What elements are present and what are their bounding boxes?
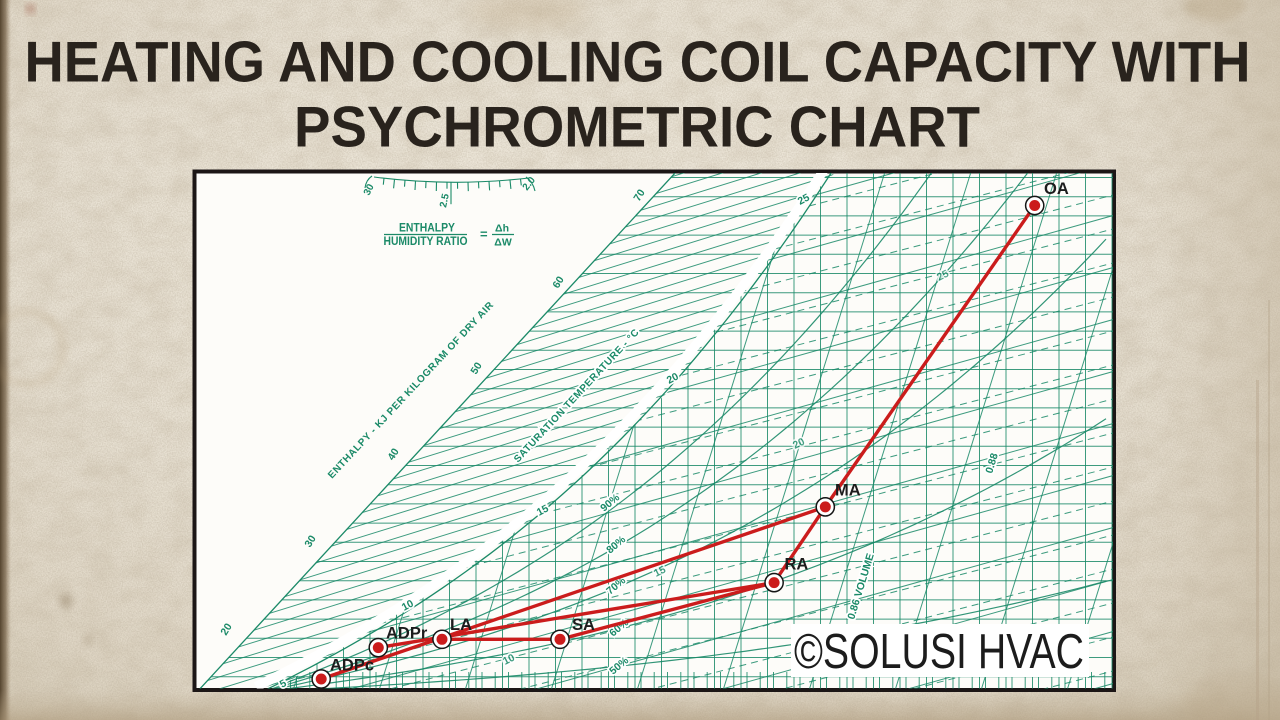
svg-text:RA: RA [785,556,809,574]
svg-text:30: 30 [302,533,318,549]
svg-text:ENTHALPY: ENTHALPY [399,223,455,235]
svg-text:ΔW: ΔW [494,237,512,249]
svg-text:PSYCHROMETRIC CHART: PSYCHROMETRIC CHART [294,96,980,160]
svg-text:Δh: Δh [495,223,509,235]
svg-text:LA: LA [450,616,472,634]
svg-text:70: 70 [631,187,647,203]
svg-text:OA: OA [1044,180,1069,198]
svg-text:60: 60 [550,274,566,290]
svg-text:©SOLUSI HVAC: ©SOLUSI HVAC [794,625,1084,679]
svg-text:30: 30 [362,182,377,197]
svg-text:20: 20 [218,621,234,637]
svg-text:HEATING AND COOLING COIL CAPAC: HEATING AND COOLING COIL CAPACITY WITH [25,31,1251,95]
svg-text:MA: MA [835,482,861,500]
svg-text:2.5: 2.5 [438,192,452,208]
svg-text:SA: SA [572,616,595,634]
svg-text:ADPr: ADPr [386,625,428,643]
svg-text:50: 50 [468,360,484,376]
svg-text:ADPc: ADPc [330,657,374,675]
svg-text:=: = [480,227,488,242]
svg-text:40: 40 [385,446,401,462]
svg-text:HUMIDITY RATIO: HUMIDITY RATIO [384,236,468,248]
